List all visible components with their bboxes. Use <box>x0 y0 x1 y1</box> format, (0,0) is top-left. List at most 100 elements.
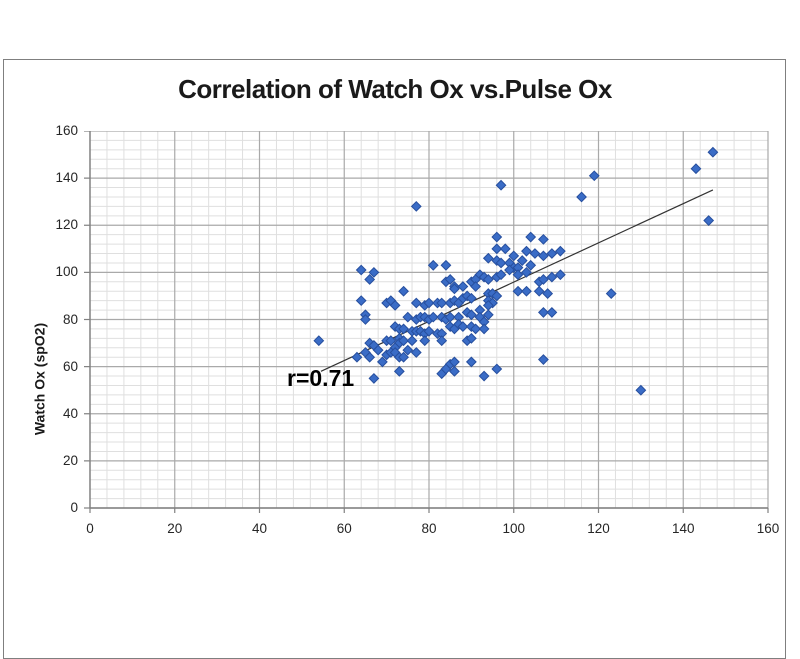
data-point <box>482 309 494 321</box>
data-point <box>538 250 549 262</box>
data-point <box>351 351 363 363</box>
data-point <box>423 297 435 309</box>
data-point <box>427 311 439 323</box>
y-tick-label: 160 <box>55 123 78 138</box>
data-point <box>482 274 494 285</box>
data-point <box>538 307 549 318</box>
y-tick-label: 80 <box>62 311 78 327</box>
data-point <box>538 354 549 365</box>
data-point <box>360 314 371 325</box>
data-point <box>495 179 507 191</box>
y-tick-label: 60 <box>62 358 78 374</box>
data-point <box>402 311 414 323</box>
data-point <box>364 351 376 363</box>
data-point <box>521 245 532 257</box>
y-tick-label: 20 <box>62 452 78 468</box>
data-point <box>491 363 503 375</box>
data-point <box>521 285 532 297</box>
x-tick-label: 140 <box>671 521 695 536</box>
data-point <box>707 146 719 158</box>
data-point <box>427 259 439 271</box>
data-point <box>703 215 715 226</box>
data-point <box>491 231 503 243</box>
x-tick-label: 100 <box>502 521 526 536</box>
data-point <box>449 283 460 295</box>
data-point <box>444 274 456 285</box>
x-tick-label: 160 <box>756 521 780 536</box>
data-point <box>491 243 503 255</box>
data-point <box>495 269 507 281</box>
data-point <box>368 372 380 384</box>
data-point <box>554 245 566 257</box>
data-point <box>504 264 515 276</box>
data-point <box>398 285 409 297</box>
data-point <box>538 274 549 285</box>
data-point <box>398 335 409 347</box>
data-point <box>406 335 418 347</box>
plot-area <box>84 131 769 513</box>
chart-title: Correlation of Watch Ox vs.Pulse Ox <box>178 74 612 104</box>
data-point <box>364 274 376 285</box>
data-point <box>605 288 617 299</box>
data-point <box>465 332 477 344</box>
data-point <box>690 163 702 175</box>
data-point <box>588 170 600 182</box>
data-point <box>546 248 558 259</box>
data-point <box>398 323 409 335</box>
data-point <box>465 292 477 304</box>
data-point <box>542 288 554 299</box>
screenshot-root: { "chart": { "title": "Correlation of Wa… <box>3 59 786 659</box>
data-point <box>538 233 549 245</box>
data-point <box>440 259 452 271</box>
data-point <box>478 370 490 382</box>
data-point <box>436 297 448 309</box>
y-tick-label: 40 <box>62 405 78 421</box>
data-point <box>521 266 532 278</box>
y-tick-label: 100 <box>55 264 78 280</box>
data-point <box>436 335 448 347</box>
x-tick-label: 60 <box>336 521 352 536</box>
data-point <box>402 344 414 356</box>
data-point <box>482 252 494 264</box>
data-point <box>525 231 537 243</box>
data-point <box>449 365 460 377</box>
y-tick-label: 140 <box>55 170 78 186</box>
data-point <box>512 285 524 297</box>
y-tick-label: 0 <box>70 500 78 515</box>
data-point <box>491 290 503 302</box>
data-point <box>385 335 397 347</box>
data-point <box>546 307 558 318</box>
x-tick-label: 120 <box>587 521 610 536</box>
data-point <box>313 335 325 347</box>
data-point <box>440 363 452 375</box>
data-point <box>499 243 511 255</box>
data-point <box>478 323 490 335</box>
data-point <box>495 257 507 269</box>
data-point <box>393 365 405 377</box>
data-point <box>423 325 435 337</box>
data-point <box>355 295 367 307</box>
trend-line <box>320 189 714 372</box>
data-point <box>635 384 647 396</box>
y-tick-label: 120 <box>55 217 78 233</box>
data-point <box>525 259 537 271</box>
data-point <box>410 347 422 358</box>
x-tick-label: 20 <box>167 521 183 536</box>
data-point <box>410 200 422 212</box>
data-point <box>465 309 477 321</box>
x-tick-label: 0 <box>86 521 94 536</box>
data-point <box>512 269 524 281</box>
data-point <box>376 356 388 368</box>
data-point <box>470 281 482 292</box>
data-point <box>398 351 409 363</box>
data-point <box>389 299 401 311</box>
data-point <box>516 255 528 267</box>
data-point <box>410 297 422 309</box>
data-point <box>372 344 384 356</box>
data-point <box>508 250 520 262</box>
data-point <box>576 191 587 203</box>
correlation-annotation: r=0.71 <box>287 365 355 391</box>
data-point <box>529 248 541 259</box>
x-tick-label: 40 <box>251 521 268 536</box>
data-point <box>554 269 566 281</box>
